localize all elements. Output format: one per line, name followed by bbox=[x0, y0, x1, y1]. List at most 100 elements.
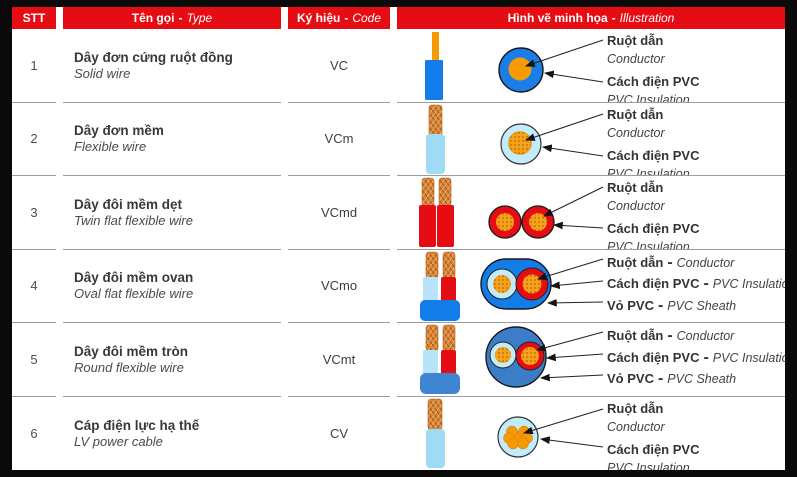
cable-side-view bbox=[420, 324, 460, 394]
wire-name-vi: Dây đơn cứng ruột đồng bbox=[74, 49, 233, 65]
wire-name-en: Twin flat flexible wire bbox=[74, 212, 193, 228]
cable-side-view bbox=[426, 104, 445, 174]
table-row: 2 Dây đơn mềm Flexible wire VCm bbox=[12, 103, 785, 176]
wire-name-cell: Dây đôi mềm tròn Round flexible wire bbox=[63, 323, 281, 397]
sheath-label-vi: Vỏ PVC bbox=[607, 297, 654, 313]
wire-name-cell: Dây đơn mềm Flexible wire bbox=[63, 103, 281, 176]
conductor-label-en: Conductor bbox=[607, 199, 665, 213]
conductor-label-vi: Ruột dẫn bbox=[607, 180, 664, 195]
conductor-label-vi: Ruột dẫn bbox=[607, 400, 664, 416]
table-row: 5 Dây đôi mềm tròn Round flexible wire V… bbox=[12, 323, 785, 397]
pointer-arrows bbox=[522, 407, 604, 448]
table-row: 6 Cáp điện lực hạ thế LV power cable CV bbox=[12, 397, 785, 471]
wire-illustration bbox=[426, 398, 604, 468]
col-header-illustration: Hình vẽ minh họa - Illustration bbox=[397, 7, 785, 29]
wire-illustration bbox=[420, 251, 604, 321]
pointer-arrows bbox=[524, 112, 604, 157]
wire-name-cell: Dây đôi mềm dẹt Twin flat flexible wire bbox=[63, 176, 281, 250]
cable-cross-section bbox=[480, 257, 552, 310]
conductor-label-vi: Ruột dẫn bbox=[607, 328, 664, 343]
pointer-arrows bbox=[535, 331, 604, 382]
wire-name-vi: Dây đôi mềm tròn bbox=[74, 343, 189, 359]
insulation-label-vi: Cách điện PVC bbox=[607, 221, 700, 236]
col-header-illustration-sub: Illustration bbox=[619, 11, 675, 25]
col-header-name-sub: Type bbox=[186, 11, 213, 25]
cable-side-view bbox=[420, 251, 460, 321]
wire-name-vi: Dây đôi mềm ovan bbox=[74, 270, 194, 286]
insulation-label-vi: Cách điện PVC bbox=[607, 349, 700, 365]
wire-name-vi: Cáp điện lực hạ thế bbox=[74, 417, 200, 433]
wire-illustration-cell: Ruột dẫn Conductor Cách điện PVC PVC Insul… bbox=[397, 103, 785, 176]
conductor-label-vi: Ruột dẫn bbox=[607, 33, 664, 48]
pointer-arrows bbox=[524, 39, 604, 83]
wire-name-vi: Dây đơn mềm bbox=[74, 123, 164, 139]
wire-name-en: Solid wire bbox=[74, 65, 131, 81]
table-row: 4 Dây đôi mềm ovan Oval flat flexible wi… bbox=[12, 250, 785, 323]
wire-code: VCmo bbox=[288, 250, 390, 323]
col-header-code-label: Ký hiệu bbox=[296, 11, 341, 25]
insulation-label-vi: Cách điện PVC bbox=[607, 147, 700, 163]
wire-illustration bbox=[420, 324, 604, 394]
row-number: 5 bbox=[12, 323, 56, 397]
insulation-label-en: PVC Insulation bbox=[712, 277, 785, 291]
col-header-stt-label: STT bbox=[22, 11, 46, 25]
cable-side-view bbox=[419, 177, 454, 247]
header-separator: - bbox=[344, 11, 349, 25]
conductor-label-en: Conductor bbox=[676, 255, 735, 270]
row-number: 6 bbox=[30, 425, 38, 441]
wire-illustration-cell: Ruột dẫn Conductor Cách điện PVC PVC Insul… bbox=[397, 176, 785, 250]
wire-name-en: Round flexible wire bbox=[74, 359, 184, 375]
col-header-name-label: Tên gọi bbox=[131, 11, 175, 25]
insulation-label-en: PVC Insulation bbox=[607, 93, 690, 103]
illustration-labels: Ruột dẫn Conductor Cách điện PVC PVC Insul… bbox=[607, 32, 700, 103]
cable-side-view bbox=[425, 32, 443, 100]
wire-illustration-cell: Ruột dẫn Conductor Cách điện PVC PVC Insul… bbox=[397, 397, 785, 471]
col-header-code-sub: Code bbox=[352, 11, 382, 25]
table-header-row: STT Tên gọi - Type Ký hiệu - Code Hình v… bbox=[12, 7, 785, 29]
conductor-label-en: Conductor bbox=[607, 125, 665, 140]
header-separator: - bbox=[611, 11, 616, 25]
wire-name-cell: Dây đơn cứng ruột đồng Solid wire bbox=[63, 29, 281, 103]
row-number: 1 bbox=[12, 29, 56, 103]
wire-name-vi: Dây đôi mềm dẹt bbox=[74, 196, 183, 212]
conductor-label-en: Conductor bbox=[607, 52, 665, 66]
wire-name-en: Oval flat flexible wire bbox=[74, 286, 194, 302]
wire-type-table: STT Tên gọi - Type Ký hiệu - Code Hình v… bbox=[12, 7, 785, 470]
row-number: 3 bbox=[12, 176, 56, 250]
insulation-label-en: PVC Insulation bbox=[607, 460, 690, 471]
insulation-label-vi: Cách điện PVC bbox=[607, 74, 700, 89]
conductor-label-en: Conductor bbox=[607, 419, 665, 434]
wire-code: CV bbox=[329, 425, 349, 441]
cable-cross-section bbox=[497, 415, 539, 458]
conductor-label-vi: Ruột dẫn bbox=[607, 106, 664, 122]
col-header-illustration-label: Hình vẽ minh họa bbox=[507, 11, 608, 25]
sheath-label-en: PVC Sheath bbox=[667, 372, 737, 386]
illustration-labels: Ruột dẫn Conductor Cách điện PVC PVC Insul… bbox=[607, 400, 699, 471]
pointer-arrows bbox=[543, 186, 604, 230]
wire-illustration bbox=[425, 32, 604, 100]
cable-cross-section bbox=[488, 205, 555, 239]
illustration-labels: Ruột dẫn - Conductor Cách điện PVC - PVC Ins… bbox=[607, 325, 785, 390]
wire-illustration bbox=[426, 104, 604, 174]
sheath-label-en: PVC Sheath bbox=[667, 298, 737, 313]
row-number: 4 bbox=[12, 250, 56, 323]
cable-side-view bbox=[426, 398, 445, 468]
wire-name-cell: Cáp điện lực hạ thế LV power cable bbox=[63, 397, 281, 471]
wire-name-cell: Dây đôi mềm ovan Oval flat flexible wire bbox=[63, 250, 281, 323]
insulation-label-en: PVC Insulation bbox=[607, 240, 690, 250]
table-row: 3 Dây đôi mềm dẹt Twin flat flexible wir… bbox=[12, 176, 785, 250]
cable-cross-section bbox=[485, 326, 547, 388]
conductor-label-en: Conductor bbox=[676, 329, 735, 343]
wire-code: VCmd bbox=[288, 176, 390, 250]
conductor-label-vi: Ruột dẫn bbox=[607, 254, 664, 270]
illustration-labels: Ruột dẫn Conductor Cách điện PVC PVC Insul… bbox=[607, 106, 700, 176]
table-row: 1 Dây đơn cứng ruột đồng Solid wire VC bbox=[12, 29, 785, 103]
wire-illustration-cell: Ruột dẫn - Conductor Cách điện PVC - PVC Ins… bbox=[397, 323, 785, 397]
illustration-labels: Ruột dẫn - Conductor Cách điện PVC - PVC Ins… bbox=[607, 252, 785, 317]
insulation-label-en: PVC Insulation bbox=[712, 350, 785, 365]
wire-name-en: LV power cable bbox=[74, 433, 163, 449]
wire-code: VC bbox=[288, 29, 390, 103]
col-header-code: Ký hiệu - Code bbox=[288, 7, 390, 29]
wire-illustration-cell: Ruột dẫn - Conductor Cách điện PVC - PVC Ins… bbox=[397, 250, 785, 323]
